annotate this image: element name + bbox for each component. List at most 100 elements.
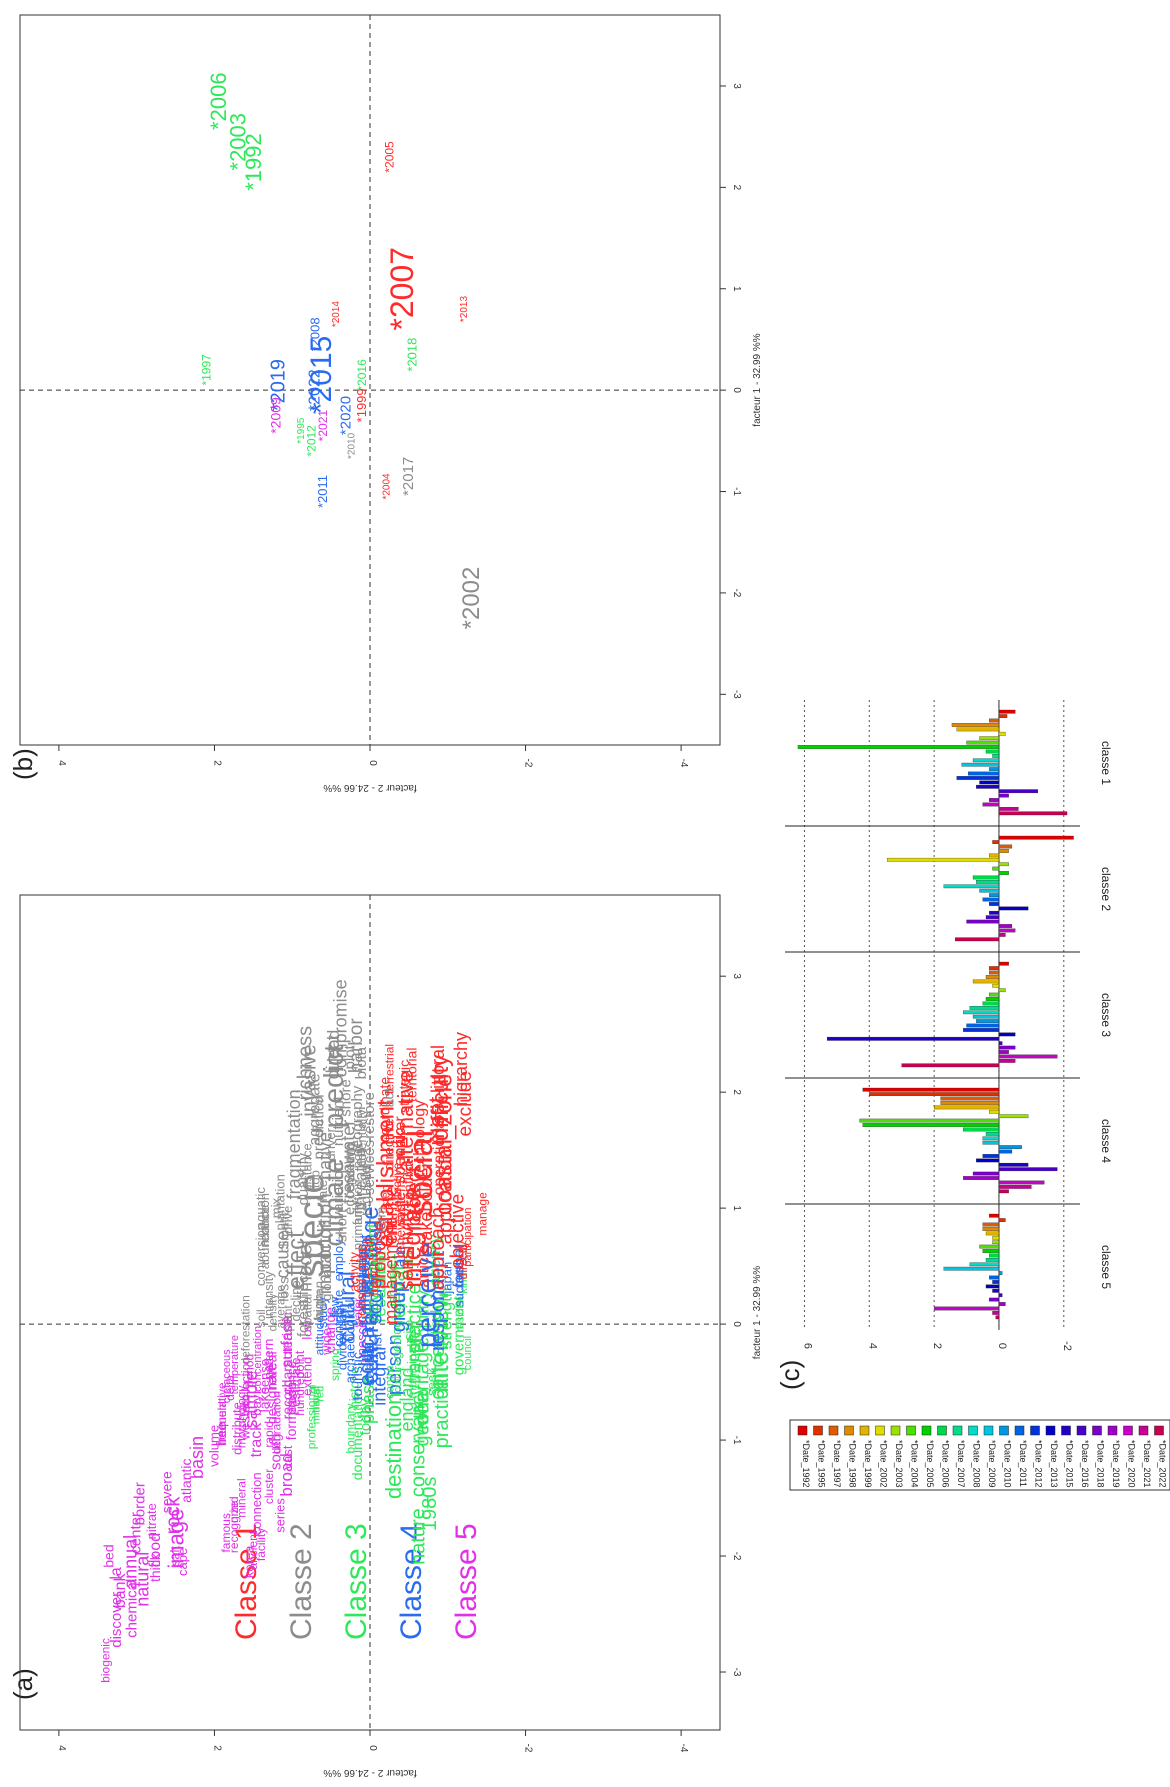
- wordmap-label: abundance: [257, 1205, 272, 1269]
- series-legend-swatch: [1154, 1425, 1164, 1436]
- wordmap-label: condition: [315, 1193, 336, 1269]
- series-legend-swatch: [1138, 1425, 1149, 1436]
- wordmap-label: coordinate: [376, 1077, 392, 1143]
- bar: [976, 1158, 1000, 1163]
- bar: [982, 1140, 1000, 1145]
- bar: [989, 718, 1000, 723]
- wordmap-label: stakeholder: [416, 1162, 436, 1255]
- bar: [998, 1302, 1006, 1306]
- series-legend-label: *Date_1997: [832, 1440, 842, 1488]
- datemap-label: *2012: [305, 425, 319, 457]
- wordmap-label: quantify: [295, 1152, 312, 1205]
- bar: [998, 811, 1068, 816]
- bar: [961, 762, 1000, 767]
- wordmap-label: plantation: [272, 1174, 287, 1230]
- wordmap-label: propose: [370, 1220, 391, 1289]
- datemap-f2-tick-label: 0: [367, 760, 378, 766]
- wordmap-label: french: [366, 1260, 381, 1296]
- wordmap-label: resident: [454, 1293, 466, 1332]
- series-legend-swatch: [952, 1425, 963, 1436]
- bar: [969, 1262, 1000, 1267]
- series-legend-label: *Date_2013: [1049, 1440, 1059, 1488]
- bar: [998, 1167, 1058, 1172]
- wordmap-label: format: [450, 1244, 467, 1287]
- wordmap-label: point: [292, 1350, 307, 1379]
- series-legend-swatch: [890, 1425, 901, 1436]
- bar: [989, 1253, 1000, 1258]
- bar: [998, 1041, 1003, 1046]
- bar: [969, 1006, 1000, 1010]
- bar-tick-label: -2: [1061, 1341, 1073, 1351]
- wordmap-label: atlantic: [178, 1458, 194, 1502]
- wordmap-label: annual: [121, 1535, 141, 1589]
- wordmap-label: manage: [476, 1192, 490, 1236]
- series-legend-swatch: [921, 1425, 932, 1436]
- bar: [862, 1087, 1000, 1092]
- series-legend-swatch: [813, 1425, 823, 1436]
- wordmap-label: hierarchy: [451, 1032, 471, 1106]
- wordmap-label: government: [450, 1295, 467, 1375]
- wordmap-label: lake: [256, 1386, 272, 1412]
- series-legend-label: *Date_2008: [972, 1440, 982, 1488]
- bar: [966, 919, 1000, 924]
- bar: [998, 793, 1009, 798]
- wordmap-label: activity: [346, 1252, 361, 1292]
- bar: [998, 1054, 1058, 1059]
- wordmap-label: degradation: [270, 1391, 284, 1454]
- bar: [998, 924, 1013, 928]
- wordmap-label: culture: [392, 1360, 404, 1393]
- wordmap-label: territorial: [404, 1048, 420, 1102]
- wordmap-label: average: [273, 1285, 287, 1329]
- bar: [956, 727, 1000, 732]
- wordmap-label: conflict: [400, 1163, 416, 1207]
- bar: [998, 835, 1074, 840]
- wordmap-label: pattern: [261, 1339, 276, 1379]
- wordmap-label: cause: [272, 1230, 292, 1278]
- wordmap-label: current: [374, 1251, 389, 1292]
- datemap-ylabel: facteur 2 - 24.66 %%: [323, 782, 416, 793]
- wordmap-label: endemic: [342, 1142, 357, 1192]
- bar: [992, 866, 1000, 871]
- wordmap-label: mineral: [235, 1478, 249, 1517]
- datemap-label: *2002: [458, 567, 485, 630]
- wordmap-label: spring: [328, 1348, 342, 1381]
- bar-category-label: classe 3: [1099, 993, 1113, 1037]
- bar-tick-label: 4: [866, 1343, 878, 1349]
- wordmap-label: relevant: [388, 1253, 410, 1325]
- wordmap-label: multi: [401, 1252, 416, 1280]
- wordmap-f1-tick-label: 3: [731, 973, 742, 979]
- wordmap-label: ratio: [240, 1395, 252, 1416]
- wordmap-f1-tick-label: -3: [731, 1668, 742, 1677]
- bar: [992, 840, 1000, 844]
- wordmap-xlabel: facteur 1 - 32.99 %%: [752, 1266, 763, 1359]
- bar: [998, 1045, 1016, 1050]
- series-legend-label: *Date_2004: [910, 1440, 920, 1488]
- wordmap-label: england: [397, 1367, 417, 1431]
- series-legend-label: *Date_1999: [863, 1440, 873, 1488]
- wordmap-label: cumulative: [215, 1382, 229, 1440]
- wordmap-label: development: [363, 1223, 382, 1321]
- wordmap-label: variation: [330, 1162, 347, 1219]
- wordmap-label: impact: [315, 1237, 336, 1294]
- wordmap-label: practical: [431, 1374, 453, 1448]
- wordmap-label: minimal: [310, 1386, 322, 1424]
- wordmap-label: project: [404, 1166, 426, 1226]
- wordmap-label: potentially: [354, 1109, 369, 1168]
- wordmap-label: employ: [331, 1239, 346, 1281]
- bar: [992, 1235, 1000, 1240]
- wordmap-label: explain: [335, 1303, 350, 1344]
- series-legend-label: *Date_2003: [894, 1440, 904, 1488]
- bar: [998, 961, 1009, 966]
- series-legend-swatch: [937, 1425, 947, 1436]
- wordmap-label: cretaceous: [221, 1349, 233, 1403]
- wordmap-label: travel: [310, 1386, 322, 1413]
- wordmap-label: record: [279, 1380, 295, 1420]
- bar-tick-label: 2: [931, 1343, 943, 1349]
- wordmap-label: system: [392, 1180, 408, 1224]
- wordmap-label: specific: [390, 1127, 409, 1184]
- bar: [933, 1306, 1000, 1311]
- bar: [998, 1185, 1032, 1189]
- datemap-label: *2013: [459, 296, 470, 323]
- wordmap-label: designate: [264, 1363, 280, 1424]
